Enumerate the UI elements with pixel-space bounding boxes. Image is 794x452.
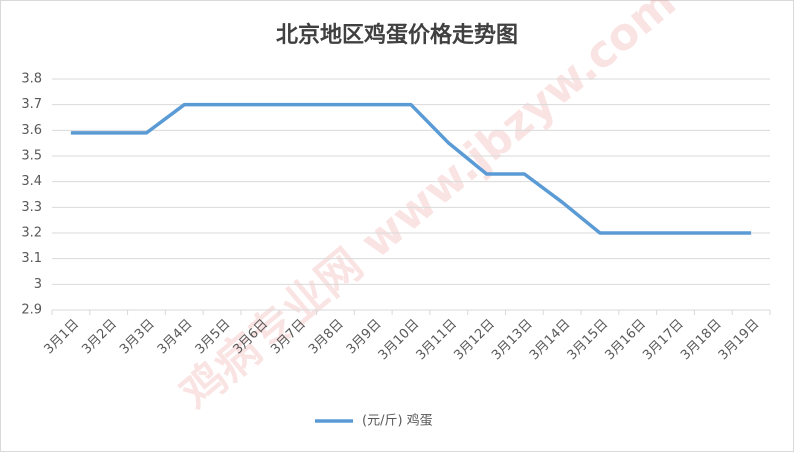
y-tick-label: 3.1 <box>21 251 42 266</box>
y-tick-label: 3.4 <box>21 174 42 189</box>
y-tick-label: 3.6 <box>21 123 42 138</box>
y-tick-label: 3.5 <box>21 149 42 164</box>
chart-title: 北京地区鸡蛋价格走势图 <box>276 22 518 48</box>
y-tick-label: 2.9 <box>21 303 42 318</box>
y-tick-label: 3.7 <box>21 97 42 112</box>
y-tick-label: 3.8 <box>21 72 42 87</box>
data-line <box>70 102 752 235</box>
y-tick-label: 3.2 <box>21 226 42 241</box>
y-tick-label: 3 <box>34 277 42 292</box>
y-tick-label: 3.3 <box>21 200 42 215</box>
legend-label: (元/斤) 鸡蛋 <box>362 413 433 429</box>
